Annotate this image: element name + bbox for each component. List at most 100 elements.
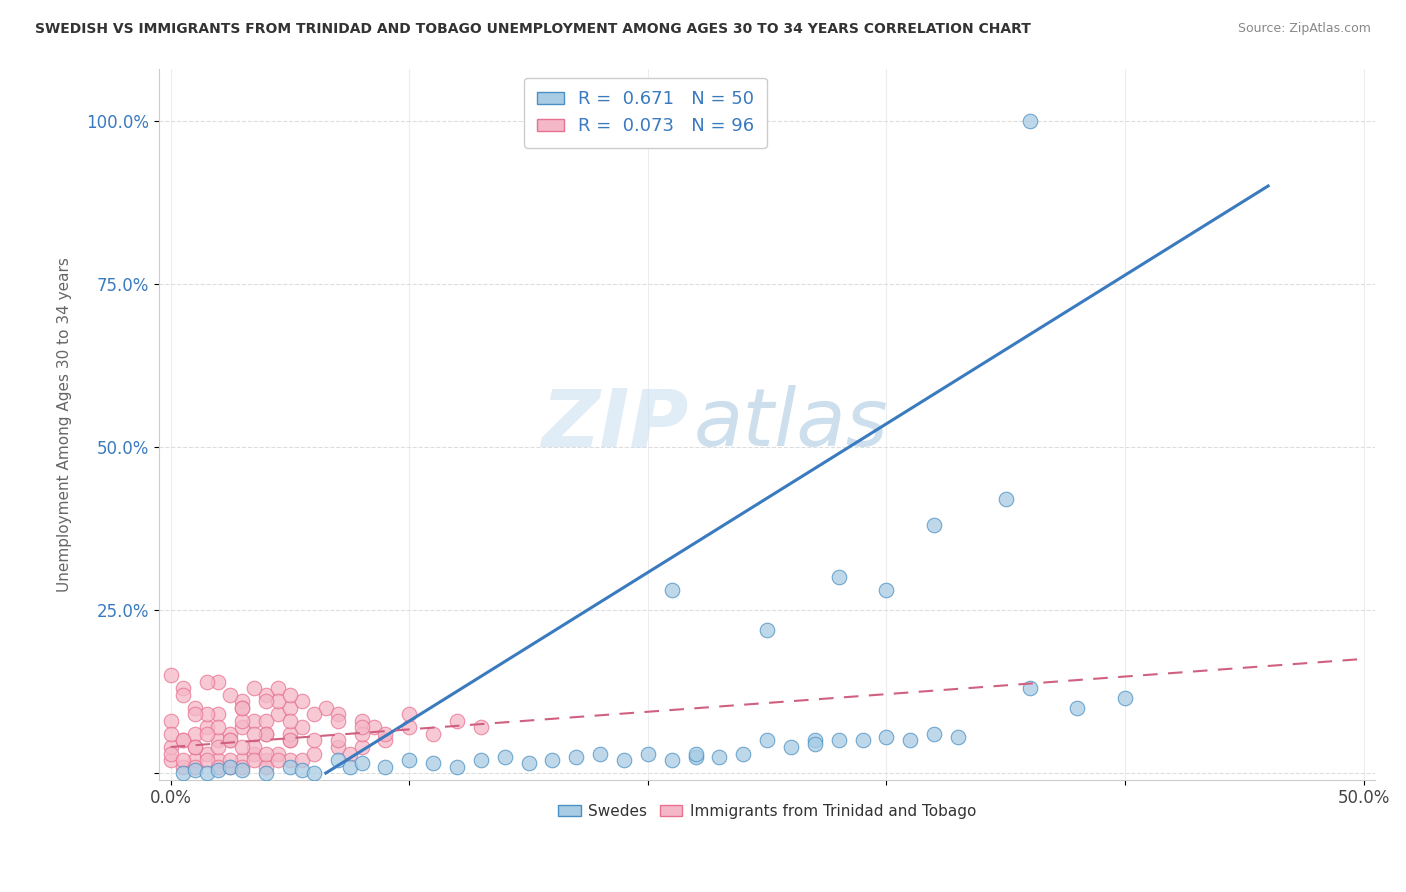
Point bbox=[326, 714, 349, 728]
Point bbox=[302, 766, 325, 780]
Point bbox=[159, 753, 181, 767]
Point bbox=[231, 753, 253, 767]
Point bbox=[267, 681, 290, 696]
Point bbox=[183, 753, 205, 767]
Point bbox=[828, 733, 851, 747]
Point bbox=[685, 749, 707, 764]
Point bbox=[922, 727, 945, 741]
Point bbox=[446, 714, 468, 728]
Point bbox=[254, 688, 277, 702]
Point bbox=[195, 720, 218, 734]
Point bbox=[254, 727, 277, 741]
Point bbox=[756, 733, 779, 747]
Point bbox=[517, 756, 540, 771]
Point bbox=[994, 492, 1017, 507]
Point bbox=[195, 707, 218, 722]
Point bbox=[195, 766, 218, 780]
Point bbox=[219, 733, 242, 747]
Point bbox=[231, 739, 253, 754]
Point bbox=[350, 720, 373, 734]
Point bbox=[254, 753, 277, 767]
Point bbox=[207, 707, 229, 722]
Point bbox=[159, 747, 181, 761]
Point bbox=[350, 756, 373, 771]
Point bbox=[195, 674, 218, 689]
Point bbox=[291, 720, 314, 734]
Point bbox=[278, 688, 301, 702]
Point bbox=[326, 753, 349, 767]
Point bbox=[470, 720, 492, 734]
Point bbox=[243, 714, 266, 728]
Point bbox=[195, 727, 218, 741]
Point bbox=[326, 707, 349, 722]
Point bbox=[828, 570, 851, 584]
Point bbox=[363, 720, 385, 734]
Point bbox=[804, 737, 827, 751]
Point bbox=[183, 707, 205, 722]
Point bbox=[422, 727, 444, 741]
Point bbox=[374, 759, 396, 773]
Point bbox=[326, 739, 349, 754]
Point bbox=[183, 763, 205, 777]
Legend: Swedes, Immigrants from Trinidad and Tobago: Swedes, Immigrants from Trinidad and Tob… bbox=[551, 798, 983, 825]
Point bbox=[219, 727, 242, 741]
Point bbox=[661, 583, 683, 598]
Text: atlas: atlas bbox=[695, 385, 889, 463]
Point bbox=[851, 733, 873, 747]
Point bbox=[302, 747, 325, 761]
Point bbox=[733, 747, 755, 761]
Point bbox=[243, 739, 266, 754]
Point bbox=[207, 763, 229, 777]
Point bbox=[398, 720, 420, 734]
Point bbox=[243, 747, 266, 761]
Point bbox=[243, 681, 266, 696]
Point bbox=[1018, 113, 1040, 128]
Point bbox=[254, 766, 277, 780]
Point bbox=[231, 694, 253, 708]
Point bbox=[183, 739, 205, 754]
Point bbox=[207, 739, 229, 754]
Point bbox=[183, 759, 205, 773]
Point bbox=[398, 707, 420, 722]
Point bbox=[804, 733, 827, 747]
Point bbox=[172, 759, 194, 773]
Point bbox=[219, 753, 242, 767]
Point bbox=[398, 753, 420, 767]
Point bbox=[254, 694, 277, 708]
Point bbox=[1018, 681, 1040, 696]
Point bbox=[875, 583, 897, 598]
Text: ZIP: ZIP bbox=[541, 385, 688, 463]
Point bbox=[172, 766, 194, 780]
Point bbox=[291, 763, 314, 777]
Point bbox=[267, 753, 290, 767]
Point bbox=[159, 727, 181, 741]
Point bbox=[326, 733, 349, 747]
Point bbox=[494, 749, 516, 764]
Point bbox=[278, 733, 301, 747]
Point bbox=[339, 759, 361, 773]
Point bbox=[219, 733, 242, 747]
Point bbox=[278, 753, 301, 767]
Point bbox=[183, 727, 205, 741]
Point bbox=[470, 753, 492, 767]
Point bbox=[302, 707, 325, 722]
Point bbox=[267, 707, 290, 722]
Point bbox=[195, 747, 218, 761]
Point bbox=[159, 668, 181, 682]
Point bbox=[350, 714, 373, 728]
Point bbox=[541, 753, 564, 767]
Point bbox=[446, 759, 468, 773]
Point bbox=[172, 688, 194, 702]
Text: SWEDISH VS IMMIGRANTS FROM TRINIDAD AND TOBAGO UNEMPLOYMENT AMONG AGES 30 TO 34 : SWEDISH VS IMMIGRANTS FROM TRINIDAD AND … bbox=[35, 22, 1031, 37]
Point bbox=[159, 714, 181, 728]
Point bbox=[254, 727, 277, 741]
Point bbox=[661, 753, 683, 767]
Point bbox=[183, 739, 205, 754]
Point bbox=[315, 701, 337, 715]
Point bbox=[780, 739, 803, 754]
Point bbox=[183, 701, 205, 715]
Point bbox=[637, 747, 659, 761]
Point bbox=[374, 733, 396, 747]
Point bbox=[219, 688, 242, 702]
Point bbox=[172, 753, 194, 767]
